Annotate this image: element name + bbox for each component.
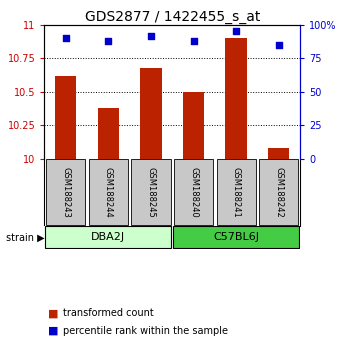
Text: GSM188245: GSM188245	[146, 167, 155, 218]
Point	[191, 38, 196, 44]
Text: C57BL6J: C57BL6J	[213, 232, 259, 242]
Bar	[55, 76, 76, 159]
Text: GSM188240: GSM188240	[189, 167, 198, 218]
Title: GDS2877 / 1422455_s_at: GDS2877 / 1422455_s_at	[85, 10, 260, 24]
Text: GSM188242: GSM188242	[274, 167, 283, 218]
Point	[148, 33, 153, 38]
Point	[106, 38, 111, 44]
Text: percentile rank within the sample: percentile rank within the sample	[63, 326, 228, 336]
Point	[233, 29, 239, 34]
Bar	[131, 160, 170, 225]
Text: ■: ■	[48, 308, 58, 318]
Text: GSM188241: GSM188241	[232, 167, 241, 218]
Bar	[89, 160, 128, 225]
Bar	[45, 226, 171, 249]
Text: ■: ■	[48, 326, 58, 336]
Text: DBA2J: DBA2J	[91, 232, 125, 242]
Bar	[259, 160, 298, 225]
Bar	[268, 148, 290, 159]
Bar	[46, 160, 85, 225]
Bar	[183, 92, 204, 159]
Bar	[217, 160, 256, 225]
Bar	[140, 68, 162, 159]
Text: GSM188244: GSM188244	[104, 167, 113, 218]
Bar	[98, 108, 119, 159]
Bar	[173, 226, 299, 249]
Text: transformed count: transformed count	[63, 308, 154, 318]
Point	[276, 42, 282, 48]
Text: strain ▶: strain ▶	[6, 232, 45, 242]
Bar	[225, 38, 247, 159]
Text: GSM188243: GSM188243	[61, 167, 70, 218]
Point	[63, 35, 68, 41]
Bar	[174, 160, 213, 225]
